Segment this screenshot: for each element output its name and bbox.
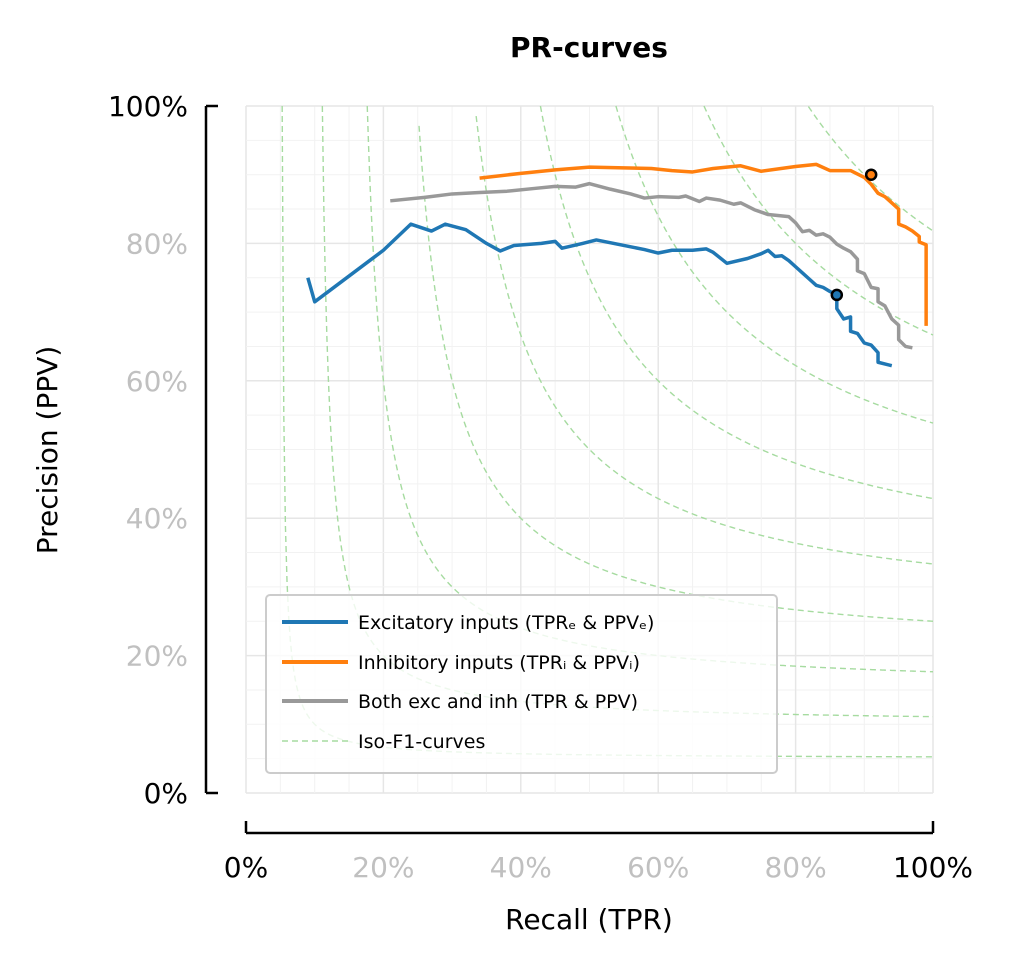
iso-f1-curve [539,105,934,500]
legend-entry-both: Both exc and inh (TPR & PPV) [282,691,638,713]
y-ticks: 0% 20% 40% 60% 80% 100% [108,90,218,810]
legend-entry-iso-f1: Iso-F1-curves [282,731,485,753]
x-tick-label: 60% [627,851,689,884]
series-line [479,162,928,326]
operating-point-marker [864,168,878,181]
iso-f1-curve [807,106,934,232]
series-line [306,222,893,368]
series-line [390,181,913,350]
x-tick-label: 0% [224,851,268,884]
legend-entry-excitatory: Excitatory inputs (TPRₑ & PPVₑ) [282,612,654,634]
x-tick-label: 40% [490,851,552,884]
y-tick-label: 20% [126,640,188,673]
legend-box [265,594,778,774]
iso-f1-curve [703,105,934,336]
y-tick-label: 80% [126,227,188,260]
legend-label: Inhibitory inputs (TPRᵢ & PPVᵢ) [358,652,640,674]
series-lines [306,162,928,368]
legend-label: Excitatory inputs (TPRₑ & PPVₑ) [358,612,654,634]
x-axis-label: Recall (TPR) [505,903,673,936]
x-ticks: 0% 20% 40% 60% 80% 100% [224,821,973,884]
iso-f1-curve [475,116,934,565]
iso-f1-curve [418,125,934,622]
y-axis-label: Precision (PPV) [31,346,64,555]
legend: Excitatory inputs (TPRₑ & PPVₑ) Inhibito… [265,594,778,774]
y-tick-label: 0% [144,777,188,810]
y-tick-label: 100% [108,90,188,123]
legend-entry-inhibitory: Inhibitory inputs (TPRᵢ & PPVᵢ) [282,652,640,674]
iso-f1-curve [615,105,934,424]
chart-title: PR-curves [510,31,668,64]
y-tick-label: 60% [126,365,188,398]
legend-label: Iso-F1-curves [358,731,485,753]
y-tick-label: 40% [126,502,188,535]
legend-label: Both exc and inh (TPR & PPV) [358,691,638,713]
series-markers [830,168,878,302]
x-tick-label: 80% [764,851,826,884]
x-tick-label: 100% [893,851,973,884]
operating-point-marker [830,288,844,302]
x-tick-label: 20% [352,851,414,884]
